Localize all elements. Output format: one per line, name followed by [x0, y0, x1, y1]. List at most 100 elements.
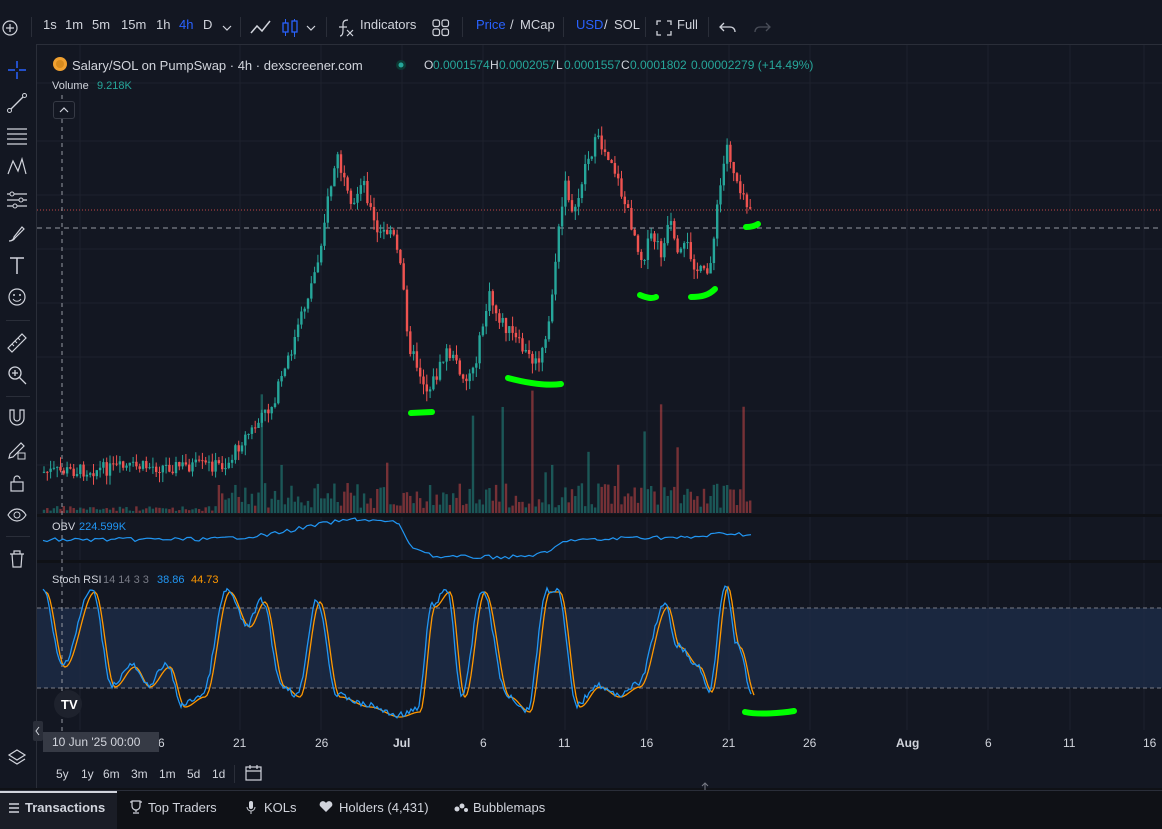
volume-bar [478, 499, 481, 513]
crosshair-icon[interactable] [6, 59, 28, 81]
calendar-icon[interactable] [245, 764, 263, 782]
volume-bar [531, 390, 534, 513]
tab-transactions-active[interactable] [0, 791, 117, 829]
volume-label[interactable]: Volume [52, 80, 89, 92]
volume-bar [329, 498, 333, 513]
tab-transactions[interactable]: Transactions [25, 800, 106, 815]
time-axis[interactable]: 6 21 26 Jul 6 11 16 21 26 Aug 6 11 16 10… [37, 732, 1162, 752]
candle-body [729, 144, 732, 162]
trendline-icon[interactable] [6, 92, 28, 114]
indicators-icon[interactable] [337, 18, 355, 38]
stoch-rsi-label[interactable]: Stoch RSI [52, 574, 102, 586]
time-tick: 6 [158, 736, 165, 750]
tradingview-logo[interactable] [54, 690, 82, 718]
pane-separator[interactable] [37, 560, 1162, 563]
obv-label[interactable]: OBV [52, 521, 76, 533]
collapse-sidebar-icon[interactable] [33, 721, 43, 741]
pane-separator[interactable] [37, 514, 1162, 517]
brush-icon[interactable] [6, 222, 28, 244]
candle-body [626, 204, 630, 208]
zoom-icon[interactable] [6, 364, 28, 386]
volume-bar [95, 509, 98, 513]
mcap-toggle[interactable]: MCap [520, 17, 555, 32]
annotation-mark [505, 375, 564, 388]
candle-body [359, 185, 362, 194]
fullscreen-icon[interactable] [656, 20, 672, 36]
symbol-title[interactable]: Salary/SOL on PumpSwap · 4h · dexscreene… [72, 58, 363, 73]
lock-icon[interactable] [6, 472, 28, 494]
indicators-button[interactable]: Indicators [360, 17, 417, 32]
volume-bar [534, 506, 537, 513]
candle-body [511, 326, 514, 333]
volume-bar [115, 510, 118, 513]
magnet-icon[interactable] [6, 406, 28, 428]
range-5y[interactable]: 5y [56, 767, 69, 781]
volume-bar [168, 509, 171, 513]
chevron-down-icon[interactable] [222, 24, 232, 32]
range-5d[interactable]: 5d [187, 767, 201, 781]
volume-bar [250, 493, 254, 513]
candle-body [544, 339, 547, 348]
volume-bar [221, 493, 224, 513]
chevron-down-icon[interactable] [306, 24, 316, 32]
tab-kols[interactable]: KOLs [264, 800, 297, 815]
range-1m[interactable]: 1m [159, 767, 176, 781]
candle-body [617, 173, 620, 179]
range-1y[interactable]: 1y [81, 767, 94, 781]
redo-icon[interactable] [753, 20, 771, 36]
candle-body [131, 461, 135, 463]
volume-bar [184, 509, 188, 513]
price-toggle[interactable]: Price [476, 17, 506, 32]
volume-bar [626, 493, 630, 513]
trash-icon[interactable] [6, 548, 28, 570]
templates-icon[interactable] [432, 19, 450, 37]
sol-toggle[interactable]: SOL [614, 17, 641, 32]
candle-body [336, 154, 339, 169]
interval-1m[interactable]: 1m [65, 17, 84, 32]
interval-4h[interactable]: 4h [179, 17, 194, 32]
candle-body [118, 461, 122, 465]
range-6m[interactable]: 6m [103, 767, 120, 781]
emoji-icon[interactable] [6, 286, 28, 308]
tab-holders[interactable]: Holders (4,431) [339, 800, 429, 815]
candle-body [211, 461, 214, 472]
volume-bar [138, 510, 141, 513]
full-button[interactable]: Full [677, 17, 698, 32]
text-icon[interactable] [6, 254, 28, 276]
layers-icon[interactable] [6, 747, 28, 769]
candle-body [52, 467, 56, 469]
token-logo-icon [53, 57, 67, 71]
chart-canvas[interactable]: TV [37, 45, 1162, 788]
candle-body [141, 461, 145, 469]
add-symbol-icon[interactable] [2, 20, 18, 36]
candle-body [547, 321, 551, 340]
fib-icon[interactable] [6, 124, 28, 146]
candles-icon[interactable] [281, 18, 299, 38]
tab-bubblemaps[interactable]: Bubblemaps [473, 800, 546, 815]
usd-toggle[interactable]: USD [576, 17, 604, 32]
annotation-mark [408, 409, 435, 416]
chart-toolbar: 1s 1m 5m 15m 1h 4h D Indicators Price / … [0, 0, 1162, 45]
line-chart-icon[interactable] [250, 18, 272, 38]
range-3m[interactable]: 3m [131, 767, 148, 781]
pattern-icon[interactable] [6, 156, 28, 178]
interval-1h[interactable]: 1h [156, 17, 171, 32]
collapse-legend-button[interactable] [53, 101, 75, 119]
lock-drawings-icon[interactable] [6, 439, 28, 461]
interval-d[interactable]: D [203, 17, 213, 32]
volume-bar [237, 496, 240, 513]
ruler-icon[interactable] [6, 332, 28, 354]
volume-bar [577, 485, 580, 513]
interval-1s[interactable]: 1s [43, 17, 57, 32]
undo-icon[interactable] [719, 20, 737, 36]
candle-body [95, 470, 98, 477]
projection-icon[interactable] [6, 189, 28, 211]
tab-top-traders[interactable]: Top Traders [148, 800, 217, 815]
candle-body [82, 464, 85, 477]
interval-5m[interactable]: 5m [92, 17, 111, 32]
interval-15m[interactable]: 15m [121, 17, 147, 32]
stoch-d-value: 44.73 [191, 574, 219, 586]
eye-icon[interactable] [6, 504, 28, 526]
range-1d[interactable]: 1d [212, 767, 226, 781]
chart-area[interactable]: TV Salary/SOL on PumpSwap · 4h · dexscre… [33, 45, 1162, 788]
